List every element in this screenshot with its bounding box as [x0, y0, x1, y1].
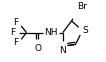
- Text: Br: Br: [77, 2, 87, 11]
- Text: F: F: [10, 28, 15, 37]
- Text: N: N: [59, 46, 66, 55]
- Text: F: F: [14, 38, 19, 47]
- Text: S: S: [82, 26, 88, 35]
- Text: F: F: [14, 18, 19, 27]
- Text: O: O: [35, 44, 42, 53]
- Text: NH: NH: [44, 28, 58, 37]
